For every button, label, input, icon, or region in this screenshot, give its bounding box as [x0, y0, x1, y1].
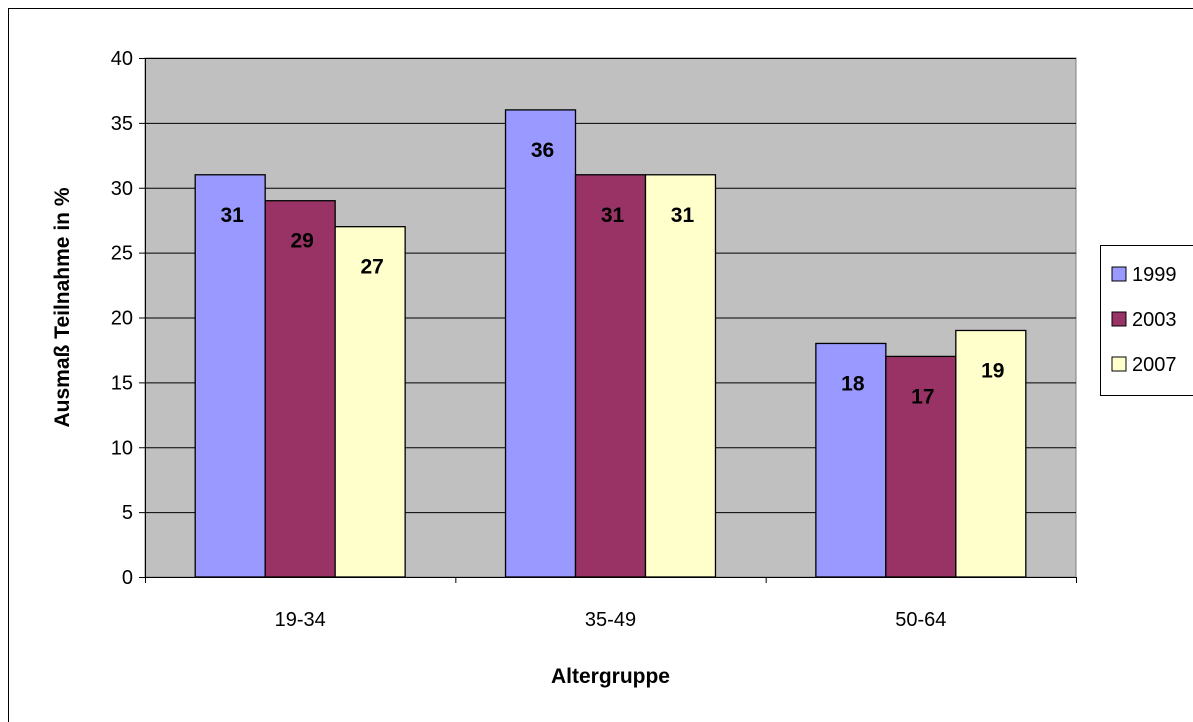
data-labels: 31 29 27 36 31 31 18 17 19: [221, 139, 1005, 409]
data-label: 36: [531, 139, 554, 162]
bar: [644, 174, 717, 578]
data-label: 17: [911, 385, 934, 408]
data-label: 27: [360, 256, 383, 279]
bar: [574, 174, 647, 578]
y-axis-title: Ausmaß Teilnahme in %: [51, 187, 74, 427]
data-label: 18: [841, 372, 865, 395]
y-tick-label: 10: [111, 437, 133, 459]
data-label: 31: [671, 204, 695, 227]
legend-label: 2007: [1132, 354, 1177, 376]
bar: [504, 109, 577, 578]
y-tick-label: 35: [111, 113, 133, 135]
y-tick-label: 25: [111, 243, 133, 265]
axes: [139, 58, 1077, 583]
legend-label: 2003: [1132, 309, 1177, 331]
legend-swatch: [1111, 311, 1127, 327]
data-label: 31: [601, 204, 625, 227]
bar: [955, 329, 1027, 578]
bar: [815, 342, 887, 578]
x-tick-labels: 19-34 35-49 50-64: [275, 609, 947, 631]
data-label: 19: [981, 359, 1004, 382]
y-tick-label: 0: [122, 567, 133, 589]
x-tick-label: 50-64: [895, 609, 946, 631]
legend: 1999 2003 2007: [1100, 245, 1193, 396]
y-tick-labels: 0 5 10 15 20 25 30 35 40: [111, 48, 133, 589]
bar: [264, 200, 336, 578]
bar: [334, 226, 406, 578]
x-tick-label: 35-49: [585, 609, 636, 631]
legend-swatch: [1111, 266, 1127, 282]
y-tick-label: 20: [111, 308, 133, 330]
bars: [194, 109, 1027, 578]
bar: [194, 174, 266, 578]
y-tick-label: 5: [122, 502, 133, 524]
data-label: 29: [290, 230, 313, 253]
x-tick-label: 19-34: [275, 609, 326, 631]
data-label: 31: [221, 204, 245, 227]
legend-label: 1999: [1132, 264, 1177, 286]
y-tick-label: 30: [111, 178, 133, 200]
x-axis-title: Altergruppe: [551, 665, 670, 688]
y-tick-label: 15: [111, 372, 133, 394]
y-tick-label: 40: [111, 48, 133, 70]
legend-swatch: [1111, 356, 1127, 372]
